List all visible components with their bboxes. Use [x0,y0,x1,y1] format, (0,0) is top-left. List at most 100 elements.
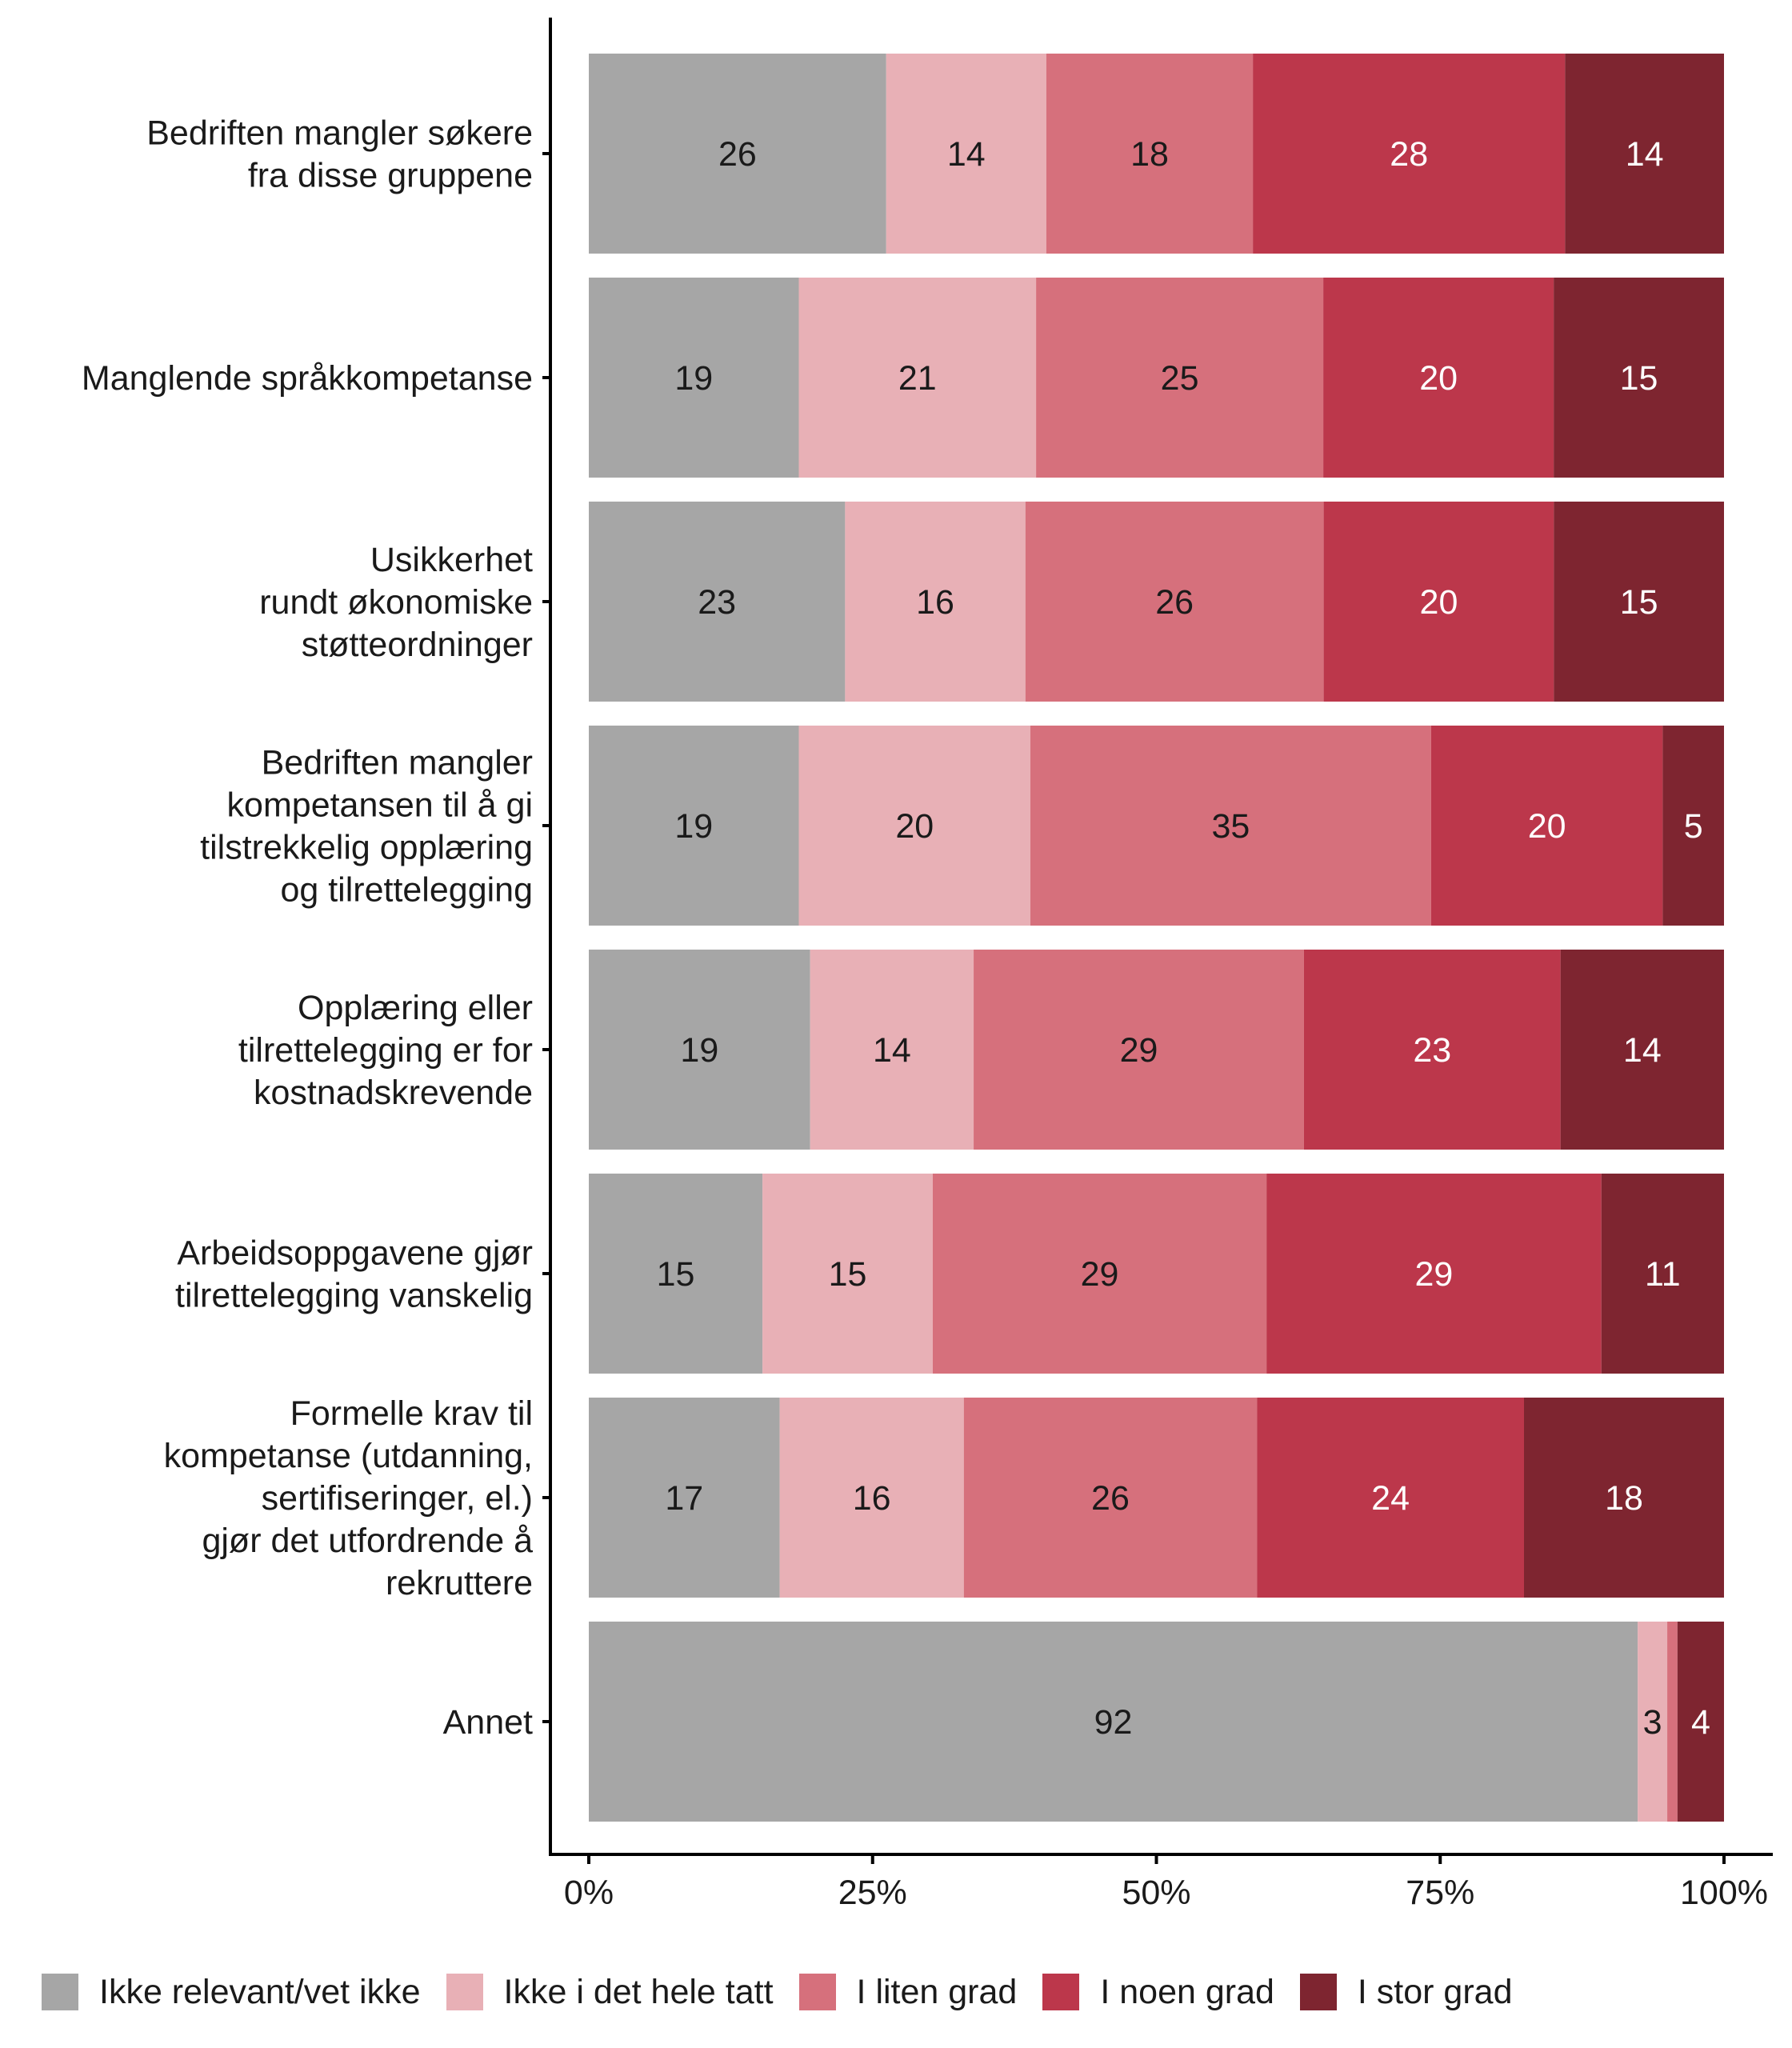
bar-segment [589,1398,780,1598]
bar-segment [589,278,799,478]
bar-segment [1524,1398,1724,1598]
legend-item: Ikke relevant/vet ikke [42,1973,421,2012]
bar-value-label: 21 [898,359,937,398]
bar-value-label: 35 [1212,807,1250,846]
x-tick-label: 25% [838,1874,907,1912]
bar-segment [589,950,810,1150]
bar-value-label: 18 [1130,135,1169,174]
legend-label: I stor grad [1357,1972,1513,2011]
bar-value-label: 14 [947,135,986,174]
bar-value-label: 23 [698,583,736,622]
bar-value-label: 26 [1091,1479,1130,1518]
bar-value-label: 92 [1094,1703,1133,1742]
legend-swatch [1299,1974,1337,2010]
bar-value-label: 15 [1620,583,1658,622]
x-tick-label: 50% [1122,1874,1190,1912]
bar-segment [589,1622,1638,1822]
legend-item: Ikke i det hele tatt [446,1973,774,2012]
bar-segment [1554,278,1724,478]
bar-segment [1253,54,1566,254]
bar-value-label: 5 [1684,807,1703,846]
bar-value-label: 15 [657,1255,695,1294]
legend-label: Ikke i det hele tatt [503,1972,774,2011]
legend-swatch [1042,1974,1080,2010]
bar-segment [1036,278,1324,478]
bar-value-label: 20 [1420,583,1458,622]
legend-item: I stor grad [1299,1972,1513,2012]
bar-segment [798,726,1030,926]
bar-segment [1257,1398,1525,1598]
bar-value-label: 29 [1415,1255,1454,1294]
category-label: Usikkerhet rundt økonomiske støtteordninge… [259,541,533,664]
bar-segment [1662,726,1724,926]
bars-layer [589,54,1724,1822]
bar-segment [1638,1622,1668,1822]
category-label: Opplæring eller tilrettelegging er for kos… [238,989,533,1112]
bar-value-label: 26 [718,135,757,174]
bar-value-label: 19 [674,807,713,846]
bar-value-label: 14 [1623,1031,1662,1070]
x-tick-label: 75% [1406,1874,1474,1912]
bar-value-label: 23 [1413,1031,1451,1070]
bar-segment [1560,950,1724,1150]
bar-value-label: 18 [1605,1479,1643,1518]
x-tick-label: 0% [564,1874,614,1912]
bar-value-label: 15 [1620,359,1658,398]
legend-label: I liten grad [856,1972,1018,2011]
bar-segment [798,278,1037,478]
bar-segment [1677,1622,1724,1822]
bar-value-label: 14 [1626,135,1664,174]
bar-segment [886,54,1046,254]
x-ticks-layer: 0% 25% 50% 75% 100% [564,1854,1768,1912]
bar-segment [974,950,1304,1150]
bar-value-label: 19 [680,1031,718,1070]
bar-value-label: 20 [895,807,934,846]
category-label: Arbeidsoppgavene gjør tilrettelegging van… [175,1234,533,1315]
category-labels-layer: Bedriften mangler søkere fra disse gruppe… [82,114,533,1742]
legend-swatch [42,1974,78,2010]
bar-segment [932,1174,1267,1374]
bar-segment [1046,54,1254,254]
category-label: Manglende språkkompetanse [82,359,533,398]
bar-value-label: 3 [1643,1703,1662,1742]
bar-segment [1323,278,1554,478]
bar-labels-layer: 26 14 18 28 14 19 21 25 20 15 23 16 26 20 15 19 20 35 20 5 1… [657,135,1710,1742]
bar-value-label: 26 [1155,583,1194,622]
bar-segment [589,1174,763,1374]
bar-value-label: 25 [1161,359,1199,398]
legend-label: I noen grad [1100,1972,1274,2011]
bar-value-label: 17 [665,1479,703,1518]
bar-segment [762,1174,933,1374]
bar-value-label: 29 [1081,1255,1119,1294]
bar-segment [963,1398,1258,1598]
legend: Ikke relevant/vet ikke Ikke i det hele ta… [42,1968,1538,2016]
category-label: Bedriften mangler kompetansen til å gi til… [200,744,533,910]
bar-value-label: 16 [916,583,954,622]
category-label: Formelle krav til kompetanse (utdanning, s… [164,1394,533,1602]
bar-segment [1025,502,1324,702]
bar-segment [779,1398,964,1598]
bar-value-label: 24 [1371,1479,1410,1518]
bar-segment [1323,502,1554,702]
bar-segment [1565,54,1724,254]
legend-swatch [446,1974,483,2010]
bar-segment [1601,1174,1724,1374]
legend-swatch [798,1974,836,2010]
category-label: Bedriften mangler søkere fra disse gruppe… [146,114,533,195]
y-ticks-layer [542,152,550,1723]
bar-value-label: 4 [1691,1703,1710,1742]
bar-segment [589,726,799,926]
bar-value-label: 19 [674,359,713,398]
bar-segment [1303,950,1561,1150]
bar-value-label: 20 [1419,359,1458,398]
bar-segment [1030,726,1431,926]
legend-label: Ikke relevant/vet ikke [99,1972,421,2011]
legend-item: I liten grad [798,1972,1018,2012]
x-tick-label: 100% [1680,1874,1768,1912]
legend-item: I noen grad [1042,1973,1274,2012]
bar-segment [1554,502,1724,702]
bar-segment [1667,1622,1678,1822]
bar-value-label: 28 [1390,135,1428,174]
bar-value-label: 20 [1528,807,1566,846]
bar-segment [589,502,846,702]
